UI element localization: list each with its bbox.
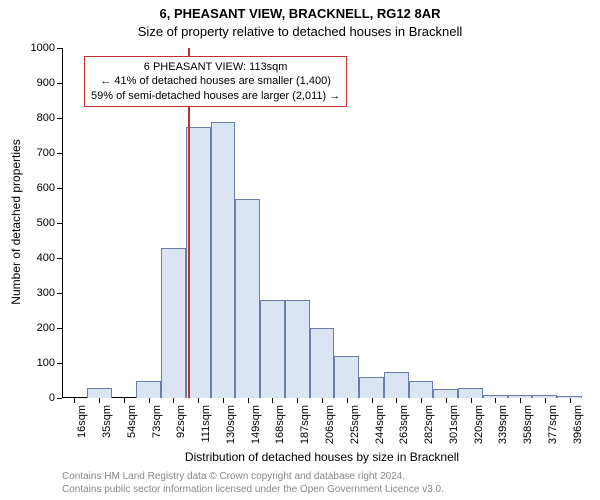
histogram-bar (310, 328, 335, 398)
credits-line1: Contains HM Land Registry data © Crown c… (62, 470, 444, 483)
ytick-mark (57, 153, 62, 154)
xtick-label: 339sqm (497, 405, 509, 455)
xtick-mark (421, 398, 422, 403)
xtick-mark (173, 398, 174, 403)
xtick-mark (372, 398, 373, 403)
xtick-mark (149, 398, 150, 403)
chart-title-line2: Size of property relative to detached ho… (0, 24, 600, 39)
histogram-bar (211, 122, 236, 399)
xtick-mark (347, 398, 348, 403)
xtick-label: 111sqm (200, 405, 212, 455)
ytick-mark (57, 293, 62, 294)
ytick-label: 200 (17, 322, 55, 334)
xtick-label: 92sqm (175, 405, 187, 455)
xtick-mark (297, 398, 298, 403)
xtick-label: 282sqm (423, 405, 435, 455)
xtick-mark (248, 398, 249, 403)
xtick-label: 377sqm (547, 405, 559, 455)
histogram-bar (87, 388, 112, 399)
histogram-bar (161, 248, 186, 399)
histogram-bar (285, 300, 310, 398)
histogram-bar (384, 372, 409, 398)
xtick-label: 301sqm (448, 405, 460, 455)
ytick-mark (57, 363, 62, 364)
xtick-mark (396, 398, 397, 403)
ytick-label: 1000 (17, 42, 55, 54)
xtick-mark (471, 398, 472, 403)
ytick-mark (57, 83, 62, 84)
xtick-label: 187sqm (299, 405, 311, 455)
ytick-mark (57, 118, 62, 119)
histogram-bar (409, 381, 434, 399)
xtick-label: 358sqm (522, 405, 534, 455)
xtick-label: 206sqm (324, 405, 336, 455)
xtick-mark (520, 398, 521, 403)
xtick-mark (545, 398, 546, 403)
ytick-label: 100 (17, 357, 55, 369)
ytick-label: 0 (17, 392, 55, 404)
xtick-label: 320sqm (473, 405, 485, 455)
ytick-mark (57, 258, 62, 259)
ytick-mark (57, 223, 62, 224)
annotation-line: 59% of semi-detached houses are larger (… (91, 89, 340, 103)
xtick-mark (272, 398, 273, 403)
x-axis-label: Distribution of detached houses by size … (62, 450, 582, 464)
histogram-bar (359, 377, 384, 398)
xtick-label: 263sqm (398, 405, 410, 455)
xtick-label: 225sqm (349, 405, 361, 455)
histogram-bar (260, 300, 285, 398)
histogram-bar (136, 381, 161, 399)
xtick-label: 130sqm (225, 405, 237, 455)
y-axis-line (62, 48, 63, 398)
xtick-label: 35sqm (101, 405, 113, 455)
histogram-bar (458, 388, 483, 399)
annotation-line: 6 PHEASANT VIEW: 113sqm (91, 60, 340, 74)
credits-text: Contains HM Land Registry data © Crown c… (62, 470, 444, 496)
xtick-mark (124, 398, 125, 403)
credits-line2: Contains public sector information licen… (62, 483, 444, 496)
ytick-mark (57, 398, 62, 399)
xtick-label: 54sqm (126, 405, 138, 455)
xtick-mark (223, 398, 224, 403)
xtick-label: 73sqm (151, 405, 163, 455)
histogram-chart: 0100200300400500600700800900100016sqm35s… (62, 48, 582, 398)
xtick-label: 396sqm (572, 405, 584, 455)
xtick-mark (322, 398, 323, 403)
xtick-mark (446, 398, 447, 403)
xtick-mark (570, 398, 571, 403)
xtick-label: 244sqm (374, 405, 386, 455)
ytick-mark (57, 188, 62, 189)
xtick-label: 168sqm (274, 405, 286, 455)
xtick-label: 149sqm (250, 405, 262, 455)
xtick-mark (74, 398, 75, 403)
xtick-mark (99, 398, 100, 403)
annotation-box: 6 PHEASANT VIEW: 113sqm← 41% of detached… (84, 56, 347, 107)
chart-container: 6, PHEASANT VIEW, BRACKNELL, RG12 8AR Si… (0, 0, 600, 500)
histogram-bar (433, 389, 458, 398)
ytick-label: 900 (17, 77, 55, 89)
y-axis-label: Number of detached properties (9, 122, 23, 322)
xtick-mark (198, 398, 199, 403)
xtick-label: 16sqm (76, 405, 88, 455)
histogram-bar (334, 356, 359, 398)
histogram-bar (235, 199, 260, 399)
xtick-mark (495, 398, 496, 403)
ytick-mark (57, 328, 62, 329)
chart-title-line1: 6, PHEASANT VIEW, BRACKNELL, RG12 8AR (0, 6, 600, 21)
ytick-mark (57, 48, 62, 49)
annotation-line: ← 41% of detached houses are smaller (1,… (91, 74, 340, 88)
